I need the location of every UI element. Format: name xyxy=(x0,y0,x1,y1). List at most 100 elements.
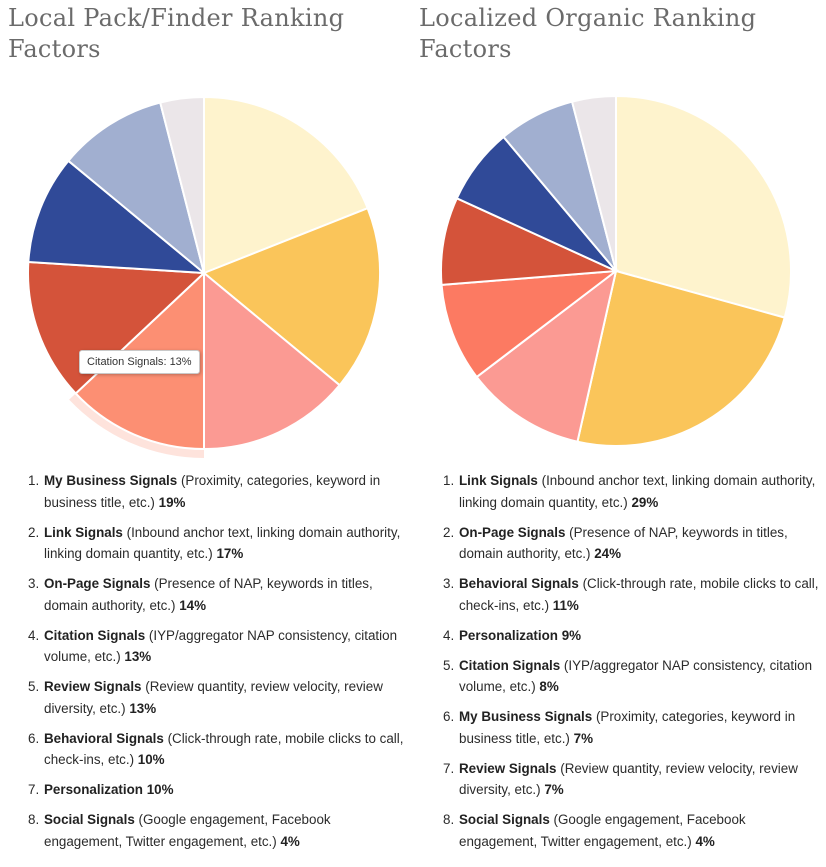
legend-item: 1. Link Signals (Inbound anchor text, lin… xyxy=(443,470,823,513)
legend-item: 3. On-Page Signals (Presence of NAP, keyw… xyxy=(28,573,406,616)
legend-percent: 4% xyxy=(280,833,300,849)
legend-item: 4. Citation Signals (IYP/aggregator NAP c… xyxy=(28,625,406,668)
chart-title: Local Pack/Finder Ranking Factors xyxy=(8,4,345,63)
legend-item: 2. On-Page Signals (Presence of NAP, keyw… xyxy=(443,522,823,565)
legend-factor-name: Link Signals xyxy=(44,524,123,540)
legend-percent: 7% xyxy=(544,782,564,797)
pie-slice-behavioral-signals[interactable] xyxy=(475,268,618,443)
legend-number: 8. xyxy=(443,812,455,827)
legend-factor-name: Social Signals xyxy=(44,812,135,827)
legend-description: (Proximity, categories, keyword in busin… xyxy=(44,473,381,510)
legend-factor-name: Review Signals xyxy=(459,760,557,776)
tooltip-value: 13% xyxy=(169,356,192,368)
legend-item: 7. Review Signals (Review quantity, revie… xyxy=(443,758,823,801)
legend-description: (IYP/aggregator NAP consistency, citatio… xyxy=(44,627,398,665)
legend-number: 1. xyxy=(28,473,40,488)
legend-percent: 10% xyxy=(137,752,165,767)
legend-description: (Inbound anchor text, linking domain aut… xyxy=(44,524,401,562)
legend-factor-name: Social Signals xyxy=(459,812,550,827)
legend-percent: 29% xyxy=(631,494,659,510)
legend-factor-name: Citation Signals xyxy=(44,627,146,643)
legend-factor-name: My Business Signals xyxy=(459,709,593,724)
legend-percent: 8% xyxy=(539,679,559,694)
legend-number: 6. xyxy=(443,709,455,724)
legend-factor-name: Behavioral Signals xyxy=(459,576,579,591)
legend-description: (Proximity, categories, keyword in busin… xyxy=(459,709,796,746)
legend-number: 2. xyxy=(28,524,40,540)
legend-percent: 13% xyxy=(124,649,152,664)
pie-slice-on-page-signals[interactable] xyxy=(576,269,786,447)
pie-slice-link-signals[interactable] xyxy=(202,206,381,387)
legend-number: 3. xyxy=(443,576,455,591)
legend-item: 5. Citation Signals (IYP/aggregator NAP c… xyxy=(443,655,823,698)
legend-item: 1. My Business Signals (Proximity, catego… xyxy=(28,470,406,513)
pie-chart-localized-organic xyxy=(440,94,792,447)
legend-percent: 13% xyxy=(129,700,157,716)
legend-number: 3. xyxy=(28,576,40,591)
legend-description: (Click-through rate, mobile clicks to ca… xyxy=(44,730,404,768)
pie-slice-behavioral-signals[interactable] xyxy=(27,159,208,275)
legend-percent: 14% xyxy=(179,597,207,613)
pie-chart-local-pack xyxy=(27,95,381,458)
legend-item: 4. Personalization 9% xyxy=(443,625,823,647)
legend-number: 7. xyxy=(28,782,40,797)
legend-factor-name: On-Page Signals xyxy=(459,524,566,540)
legend-list: 1. My Business Signals (Proximity, catego… xyxy=(28,470,406,861)
legend-percent: 7% xyxy=(573,730,593,746)
legend-number: 1. xyxy=(443,473,455,488)
legend-factor-name: Review Signals xyxy=(44,679,142,694)
legend-item: 5. Review Signals (Review quantity, revie… xyxy=(28,676,406,719)
pie-slice-halo-citation-signals xyxy=(69,393,204,458)
legend-item: 8. Social Signals (Google engagement, Fac… xyxy=(443,809,823,852)
pie-slice-social-signals[interactable] xyxy=(570,94,617,272)
legend-item: 6. Behavioral Signals (Click-through rate… xyxy=(28,728,406,771)
pie-slice-social-signals[interactable] xyxy=(159,95,205,274)
legend-description: (Review quantity, review velocity, revie… xyxy=(459,760,798,798)
legend-item: 8. Social Signals (Google engagement, Fac… xyxy=(28,809,406,852)
legend-number: 5. xyxy=(28,679,40,694)
legend-description: (Google engagement, Facebook engagement,… xyxy=(44,812,331,849)
legend-number: 4. xyxy=(28,627,40,643)
legend-list: 1. Link Signals (Inbound anchor text, lin… xyxy=(443,470,823,861)
legend-factor-name: Personalization xyxy=(459,627,558,643)
legend-item: 7. Personalization 10% xyxy=(28,779,406,801)
legend-item: 2. Link Signals (Inbound anchor text, lin… xyxy=(28,522,406,565)
legend-number: 4. xyxy=(443,627,455,643)
pie-slice-personalization[interactable] xyxy=(440,269,620,379)
pie-slice-personalization[interactable] xyxy=(66,101,206,276)
pie-slice-review-signals[interactable] xyxy=(27,260,207,395)
legend-number: 8. xyxy=(28,812,40,827)
slice-tooltip: Citation Signals: 13% xyxy=(79,350,200,374)
legend-percent: 9% xyxy=(561,627,582,643)
legend-description: (IYP/aggregator NAP consistency, citatio… xyxy=(459,657,813,695)
legend-factor-name: Personalization xyxy=(44,782,143,797)
legend-description: (Presence of NAP, keywords in titles, do… xyxy=(459,524,788,562)
legend-item: 3. Behavioral Signals (Click-through rate… xyxy=(443,573,823,616)
legend-item: 6. My Business Signals (Proximity, catego… xyxy=(443,706,823,749)
legend-description: (Inbound anchor text, linking domain aut… xyxy=(459,473,816,510)
legend-percent: 10% xyxy=(146,782,174,797)
chart-title: Localized Organic Ranking Factors xyxy=(419,4,757,63)
legend-number: 5. xyxy=(443,657,455,673)
pie-slice-citation-signals[interactable] xyxy=(440,196,620,286)
legend-factor-name: Behavioral Signals xyxy=(44,730,164,746)
legend-factor-name: My Business Signals xyxy=(44,473,178,488)
legend-number: 7. xyxy=(443,760,455,776)
legend-percent: 11% xyxy=(552,597,579,613)
legend-percent: 19% xyxy=(158,494,186,510)
legend-description: (Click-through rate, mobile clicks to ca… xyxy=(459,576,819,613)
legend-description: (Presence of NAP, keywords in titles, do… xyxy=(44,576,373,613)
legend-description: (Google engagement, Facebook engagement,… xyxy=(459,812,746,849)
legend-number: 6. xyxy=(28,730,40,746)
pie-slice-my-business-signals[interactable] xyxy=(203,95,369,275)
pie-slice-on-page-signals[interactable] xyxy=(203,270,342,451)
legend-percent: 24% xyxy=(594,546,622,561)
legend-number: 2. xyxy=(443,524,455,540)
legend-factor-name: On-Page Signals xyxy=(44,576,151,591)
tooltip-label: Citation Signals xyxy=(87,356,164,368)
pie-slice-link-signals[interactable] xyxy=(615,94,792,319)
legend-factor-name: Link Signals xyxy=(459,473,538,488)
legend-percent: 17% xyxy=(216,546,244,561)
legend-percent: 4% xyxy=(695,833,715,849)
legend-description: (Review quantity, review velocity, revie… xyxy=(44,679,383,716)
